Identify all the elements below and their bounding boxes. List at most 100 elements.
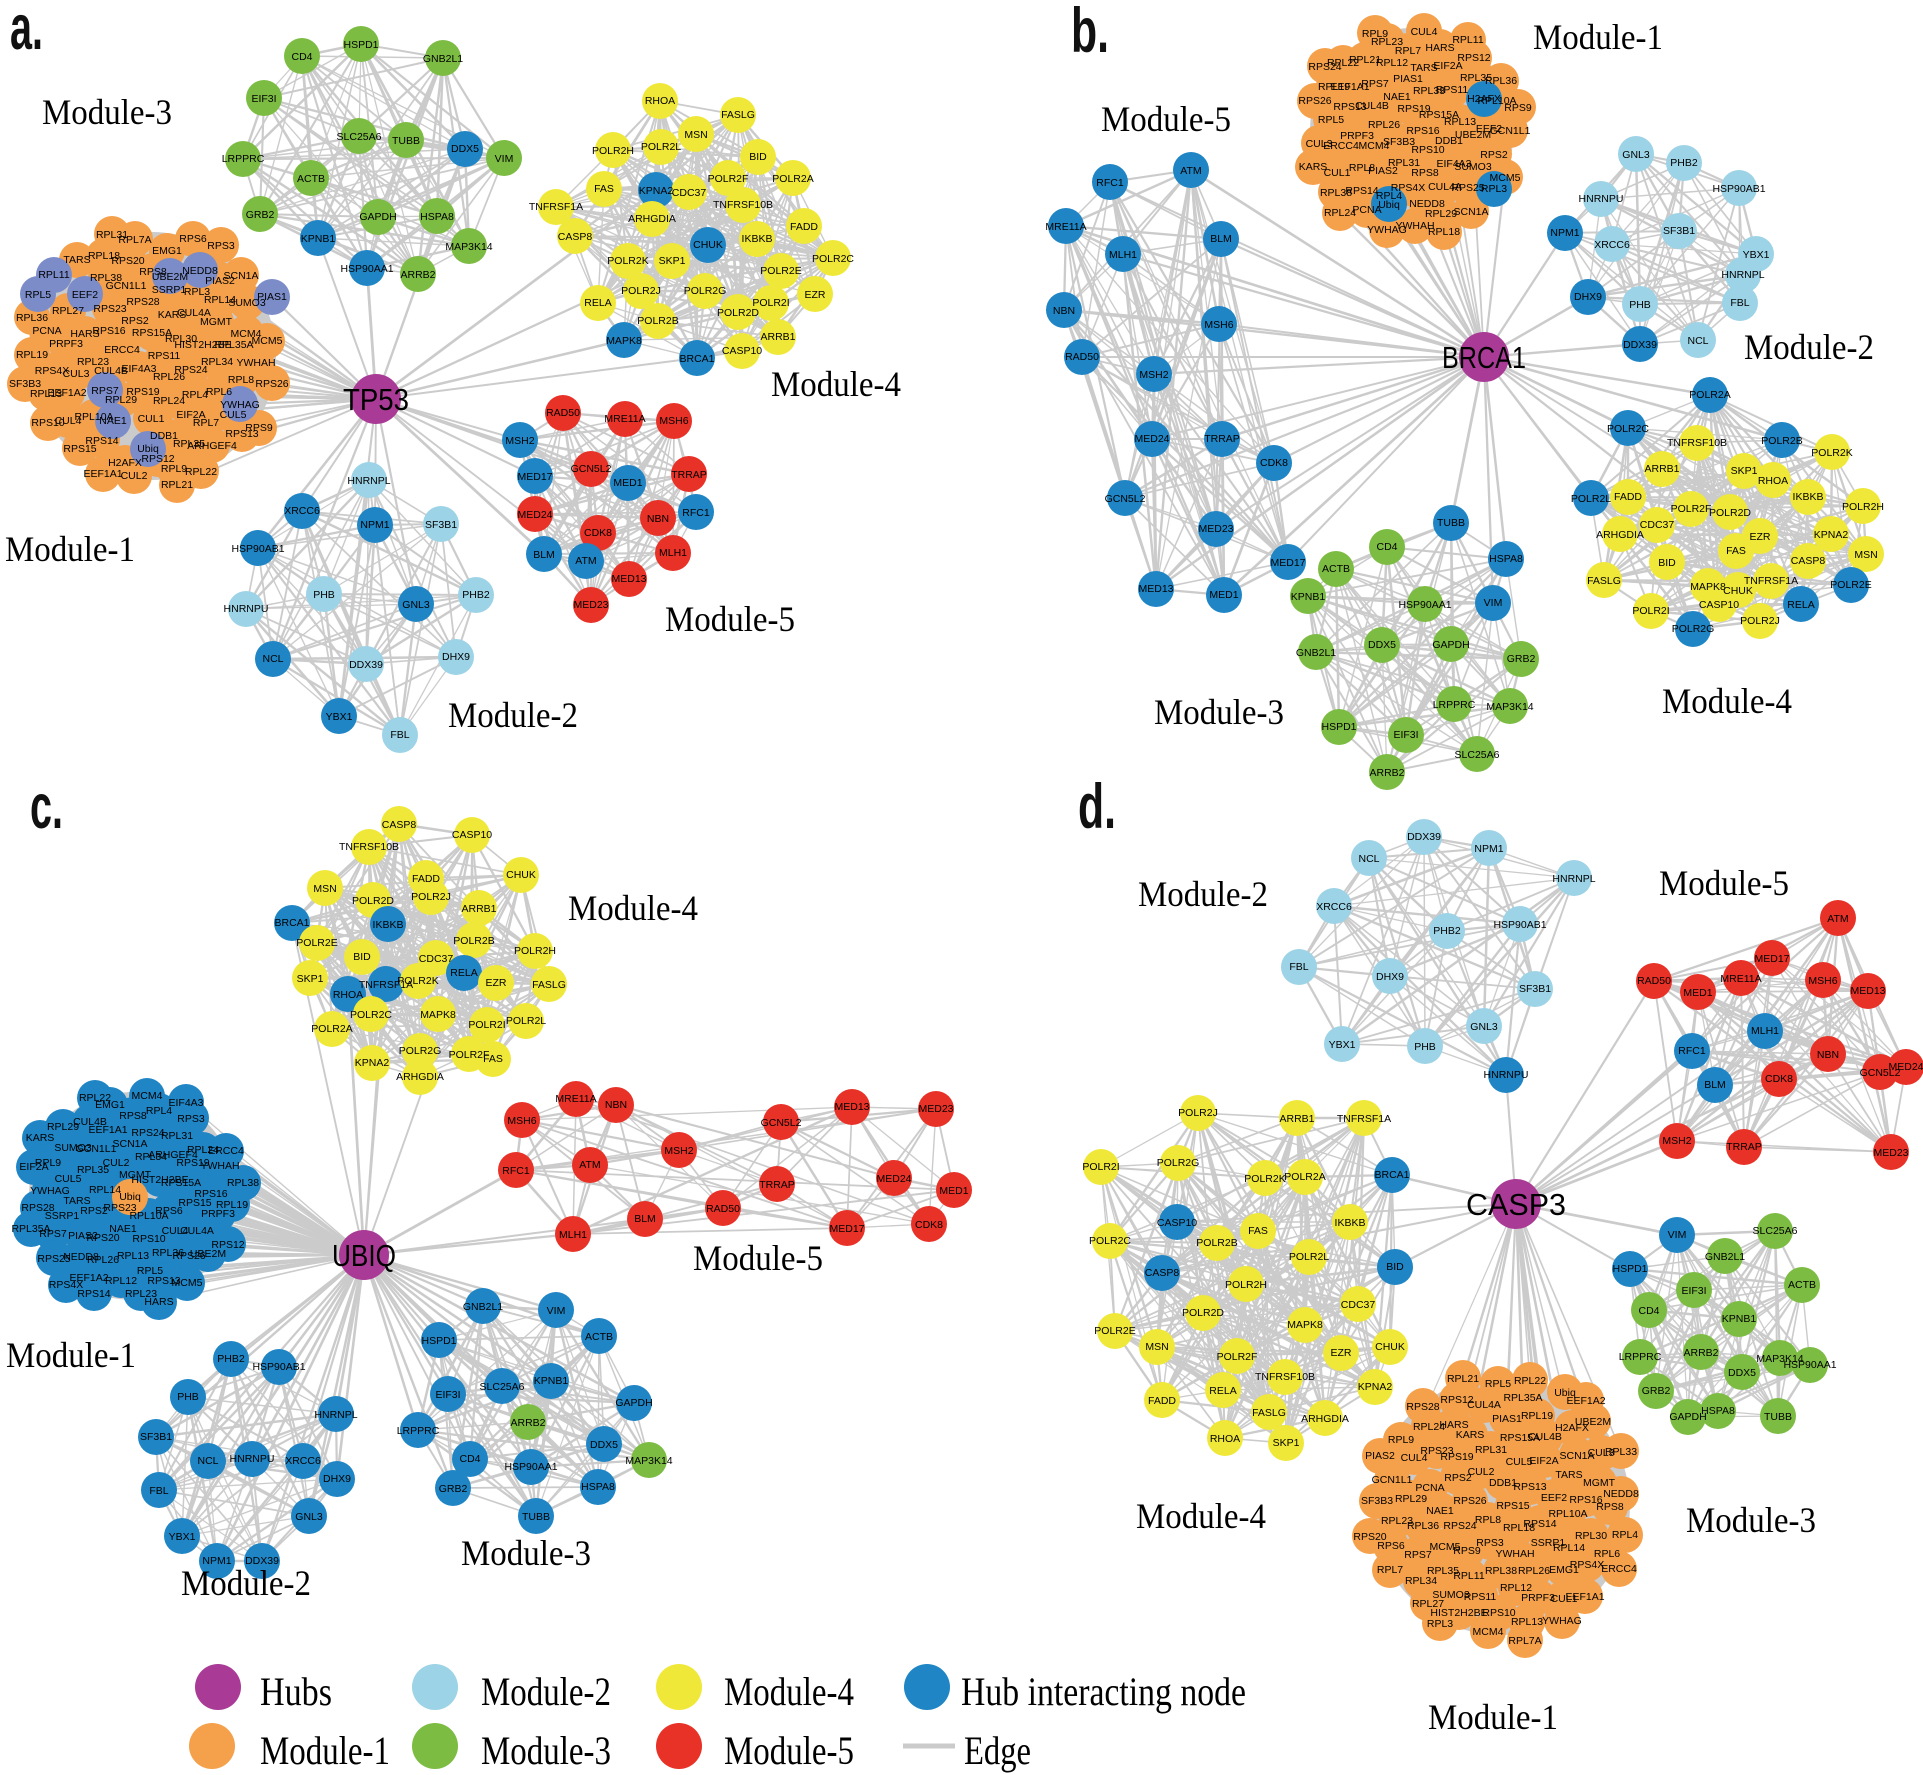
svg-text:RPS16: RPS16	[92, 325, 125, 337]
svg-text:HSPA8: HSPA8	[1701, 1405, 1735, 1417]
svg-text:LRPPRC: LRPPRC	[1433, 699, 1476, 711]
svg-text:VIM: VIM	[495, 153, 514, 165]
svg-text:RPL27: RPL27	[1412, 1598, 1444, 1610]
svg-text:TNFRSF1A: TNFRSF1A	[529, 201, 583, 213]
svg-text:BID: BID	[353, 951, 371, 963]
svg-text:RPL34: RPL34	[201, 356, 233, 368]
svg-text:Hubs: Hubs	[260, 1669, 332, 1714]
svg-text:Module-1: Module-1	[1428, 1697, 1558, 1737]
svg-text:KARS: KARS	[1456, 1429, 1485, 1441]
svg-text:RPL12: RPL12	[1376, 57, 1408, 69]
svg-text:RPL3: RPL3	[1427, 1618, 1453, 1630]
svg-text:RPL7: RPL7	[1377, 1564, 1403, 1576]
svg-text:BRCA1: BRCA1	[274, 917, 309, 929]
svg-text:VIM: VIM	[1668, 1229, 1687, 1241]
svg-text:RPS8: RPS8	[1596, 1501, 1624, 1513]
svg-text:CHUK: CHUK	[506, 869, 536, 881]
svg-text:RHOA: RHOA	[645, 95, 675, 107]
svg-text:RPS8: RPS8	[139, 266, 167, 278]
svg-text:RPS25: RPS25	[1451, 182, 1484, 194]
svg-text:MED24: MED24	[1134, 433, 1169, 445]
svg-text:EEF1A1: EEF1A1	[1330, 81, 1369, 93]
svg-text:HSP90AB1: HSP90AB1	[252, 1361, 305, 1373]
svg-text:CASP8: CASP8	[558, 231, 593, 243]
svg-text:CDC37: CDC37	[1640, 519, 1675, 531]
svg-text:HSP90AA1: HSP90AA1	[1398, 599, 1451, 611]
svg-text:MSH2: MSH2	[1662, 1135, 1691, 1147]
svg-text:SF3B3: SF3B3	[9, 378, 41, 390]
svg-text:MCM4: MCM4	[132, 1090, 163, 1102]
svg-text:CUL4A: CUL4A	[180, 1225, 214, 1237]
svg-text:RPL4: RPL4	[1376, 190, 1402, 202]
svg-text:TP53: TP53	[343, 382, 409, 417]
svg-text:PCNA: PCNA	[1415, 1482, 1444, 1494]
svg-text:DHX9: DHX9	[323, 1473, 351, 1485]
svg-text:XRCC6: XRCC6	[284, 505, 320, 517]
svg-text:Module-5: Module-5	[1101, 99, 1231, 139]
svg-text:MRE11A: MRE11A	[1045, 221, 1086, 233]
svg-text:RPS10: RPS10	[1482, 1607, 1515, 1619]
svg-text:KPNA2: KPNA2	[1814, 529, 1849, 541]
svg-text:MSN: MSN	[1854, 549, 1877, 561]
svg-text:GCN1L1: GCN1L1	[76, 1143, 117, 1155]
svg-text:DDB1: DDB1	[150, 430, 178, 442]
svg-text:POLR2B: POLR2B	[637, 315, 678, 327]
svg-text:POLR2C: POLR2C	[350, 1009, 392, 1021]
svg-text:CUL2: CUL2	[1468, 1466, 1495, 1478]
svg-text:RPS20: RPS20	[86, 1232, 119, 1244]
svg-text:SLC25A6: SLC25A6	[1455, 749, 1500, 761]
svg-text:EIF2A: EIF2A	[1529, 1455, 1558, 1467]
svg-text:MLH1: MLH1	[659, 547, 687, 559]
svg-text:GNL3: GNL3	[295, 1511, 323, 1523]
svg-text:TNFRSF10B: TNFRSF10B	[339, 841, 399, 853]
svg-text:KPNA2: KPNA2	[355, 1057, 390, 1069]
svg-text:FAS: FAS	[483, 1053, 503, 1065]
svg-text:c.: c.	[30, 772, 63, 842]
svg-text:SF3B1: SF3B1	[140, 1431, 172, 1443]
svg-text:RPS26: RPS26	[1298, 95, 1331, 107]
svg-text:RPL26: RPL26	[1518, 1565, 1550, 1577]
svg-text:ACTB: ACTB	[1788, 1279, 1816, 1291]
svg-text:HSP90AA1: HSP90AA1	[340, 263, 393, 275]
svg-text:RPL22: RPL22	[1514, 1375, 1546, 1387]
svg-text:GAPDH: GAPDH	[615, 1397, 652, 1409]
svg-text:RPS14: RPS14	[1523, 1518, 1556, 1530]
svg-text:RPL24: RPL24	[187, 1144, 219, 1156]
svg-text:TNFRSF1A: TNFRSF1A	[1337, 1113, 1391, 1125]
svg-text:Module-4: Module-4	[1662, 681, 1792, 721]
svg-text:RAD50: RAD50	[546, 407, 580, 419]
svg-text:Hub interacting node: Hub interacting node	[961, 1669, 1246, 1714]
svg-text:POLR2G: POLR2G	[399, 1045, 442, 1057]
svg-text:Module-1: Module-1	[6, 1335, 136, 1375]
svg-text:EIF4A3: EIF4A3	[1436, 158, 1471, 170]
svg-text:RPS23: RPS23	[103, 1202, 136, 1214]
svg-text:CUL4: CUL4	[1411, 26, 1438, 38]
svg-text:SSRP1: SSRP1	[1531, 1537, 1566, 1549]
svg-text:CUL2: CUL2	[103, 1157, 130, 1169]
svg-text:CASP8: CASP8	[382, 819, 417, 831]
svg-text:RPS4X: RPS4X	[1570, 1559, 1604, 1571]
svg-text:RFC1: RFC1	[502, 1165, 530, 1177]
svg-text:RPL30: RPL30	[1575, 1530, 1607, 1542]
svg-text:RPL23: RPL23	[1371, 36, 1403, 48]
svg-text:GRB2: GRB2	[1507, 653, 1536, 665]
svg-text:Module-1: Module-1	[5, 529, 135, 569]
svg-text:BLM: BLM	[533, 549, 555, 561]
svg-text:FAS: FAS	[1248, 1225, 1268, 1237]
svg-text:POLR2G: POLR2G	[1157, 1157, 1200, 1169]
svg-text:NEDD8: NEDD8	[1409, 198, 1445, 210]
svg-text:RPL13: RPL13	[30, 388, 62, 400]
svg-text:RPS2: RPS2	[121, 315, 149, 327]
svg-text:MLH1: MLH1	[559, 1229, 587, 1241]
svg-text:Module-4: Module-4	[724, 1669, 854, 1714]
svg-text:POLR2I: POLR2I	[1082, 1161, 1119, 1173]
svg-text:Module-5: Module-5	[665, 599, 795, 639]
svg-text:RPL11: RPL11	[38, 269, 69, 281]
svg-text:KPNB1: KPNB1	[301, 233, 336, 245]
svg-text:RPL21: RPL21	[1447, 1373, 1479, 1385]
svg-text:HARS: HARS	[144, 1296, 173, 1308]
svg-text:RPL35A: RPL35A	[214, 339, 253, 351]
svg-text:NEDD8: NEDD8	[63, 1251, 99, 1263]
svg-text:ERCC4: ERCC4	[1323, 140, 1359, 152]
svg-text:Module-1: Module-1	[260, 1728, 390, 1773]
